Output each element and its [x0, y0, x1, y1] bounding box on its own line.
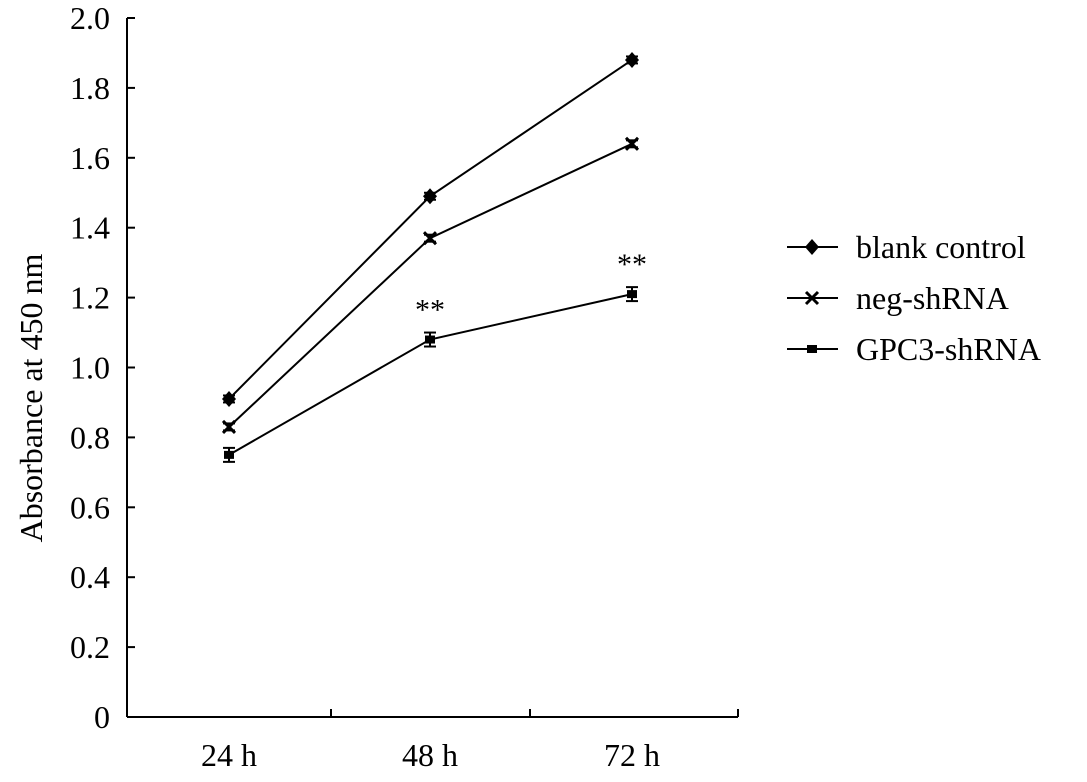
x-marker: [221, 419, 237, 434]
series-neg-shrna: [221, 136, 640, 434]
y-tick-label: 1.2: [70, 280, 110, 316]
x-marker: [804, 290, 820, 306]
legend-item: GPC3-shRNA: [787, 331, 1041, 367]
legend-label: GPC3-shRNA: [856, 331, 1041, 367]
y-axis-title: Absorbance at 450 nm: [13, 253, 49, 542]
y-tick-label: 0: [94, 699, 110, 735]
significance-annotation: **: [617, 248, 647, 281]
diamond-marker: [625, 51, 639, 68]
series-line: [228, 142, 633, 428]
y-tick-label: 0.2: [70, 629, 110, 665]
series-layer: [221, 51, 640, 463]
series-gpc3-shrna: [223, 286, 638, 463]
y-tick-label: 2.0: [70, 0, 110, 36]
y-tick-label: 1.0: [70, 350, 110, 386]
annotations: ** **: [415, 248, 647, 326]
legend-item: neg-shRNA: [787, 280, 1009, 316]
x-marker: [422, 231, 438, 246]
bar-marker: [807, 345, 817, 353]
significance-annotation: **: [415, 294, 445, 327]
x-marker: [624, 136, 640, 151]
bar-marker: [224, 450, 234, 459]
y-tick-label: 1.4: [70, 210, 110, 246]
x-tick-label: 72 h: [604, 737, 660, 773]
bar-marker: [627, 290, 637, 299]
y-axis-ticks: 0 0.2 0.4 0.6 0.8 1.0 1.2 1.4 1.6 1.8 2.0: [70, 0, 135, 735]
series-blank-control: [222, 51, 639, 407]
axes: [126, 18, 738, 718]
legend-item: blank control: [787, 229, 1026, 265]
series-line: [228, 59, 633, 400]
y-tick-label: 0.8: [70, 419, 110, 455]
legend: blank control neg-shRNA GPC3-shRNA: [787, 229, 1041, 367]
x-tick-label: 48 h: [402, 737, 458, 773]
legend-label: blank control: [856, 229, 1026, 265]
diamond-marker: [805, 239, 819, 255]
y-tick-label: 0.6: [70, 489, 110, 525]
bar-marker: [425, 335, 435, 344]
diamond-marker: [222, 390, 236, 407]
x-tick-label: 24 h: [201, 737, 257, 773]
y-tick-label: 1.6: [70, 140, 110, 176]
x-axis-ticks: 24 h 48 h 72 h: [201, 709, 739, 773]
y-tick-label: 1.8: [70, 70, 110, 106]
y-tick-label: 0.4: [70, 559, 110, 595]
legend-label: neg-shRNA: [856, 280, 1009, 316]
diamond-marker: [423, 188, 437, 205]
